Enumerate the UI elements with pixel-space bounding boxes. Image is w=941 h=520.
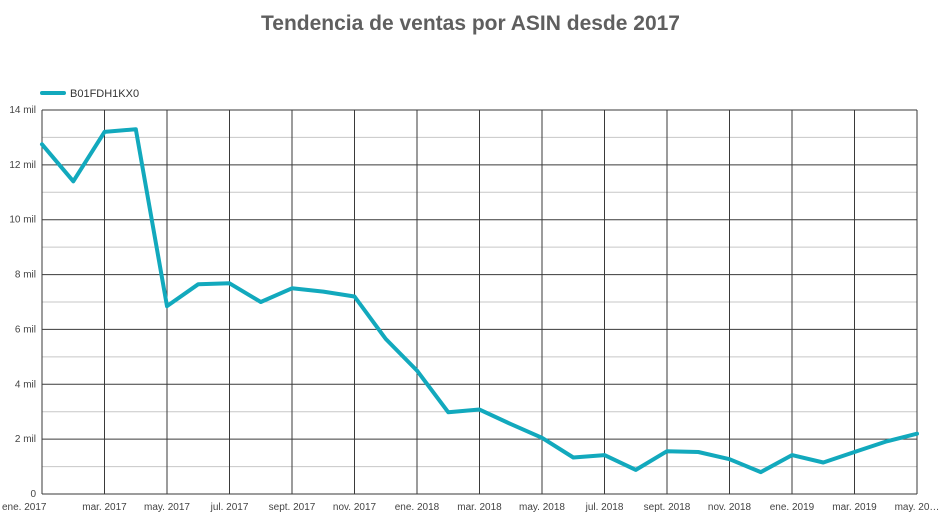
y-tick-label: 4 mil xyxy=(15,379,36,390)
series-layer xyxy=(40,127,919,475)
chart-title: Tendencia de ventas por ASIN desde 2017 xyxy=(261,12,680,35)
x-tick-label: mar. 2019 xyxy=(832,502,877,513)
y-tick-label: 12 mil xyxy=(9,160,36,171)
x-tick-label: ene. 2017 xyxy=(2,502,47,513)
series-line xyxy=(40,127,919,475)
y-tick-label: 2 mil xyxy=(15,434,36,445)
x-tick-label: sept. 2017 xyxy=(269,502,316,513)
x-tick-label: jul. 2018 xyxy=(585,502,624,513)
x-tick-label: ene. 2018 xyxy=(395,502,440,513)
legend-label: B01FDH1KX0 xyxy=(70,88,139,100)
y-tick-label: 14 mil xyxy=(9,105,36,116)
grid-layer xyxy=(41,109,918,495)
x-tick-label: mar. 2018 xyxy=(457,502,502,513)
x-tick-label: sept. 2018 xyxy=(644,502,691,513)
y-tick-label: 10 mil xyxy=(9,215,36,226)
x-tick-label: mar. 2017 xyxy=(82,502,127,513)
x-tick-label: may. 2018 xyxy=(519,502,565,513)
y-tick-label: 6 mil xyxy=(15,324,36,335)
y-tick-label: 8 mil xyxy=(15,270,36,281)
x-tick-label: may. 20… xyxy=(895,502,940,513)
axis-layer: 0 2 mil 4 mil 6 mil 8 mil 10 mil 12 mil 14 mil e… xyxy=(2,105,939,513)
x-tick-label: may. 2017 xyxy=(144,502,190,513)
legend: B01FDH1KX0 xyxy=(40,88,139,100)
x-tick-label: ene. 2019 xyxy=(770,502,815,513)
y-tick-label: 0 xyxy=(30,489,36,500)
x-tick-label: nov. 2017 xyxy=(333,502,377,513)
x-tick-label: jul. 2017 xyxy=(210,502,249,513)
x-tick-label: nov. 2018 xyxy=(708,502,752,513)
